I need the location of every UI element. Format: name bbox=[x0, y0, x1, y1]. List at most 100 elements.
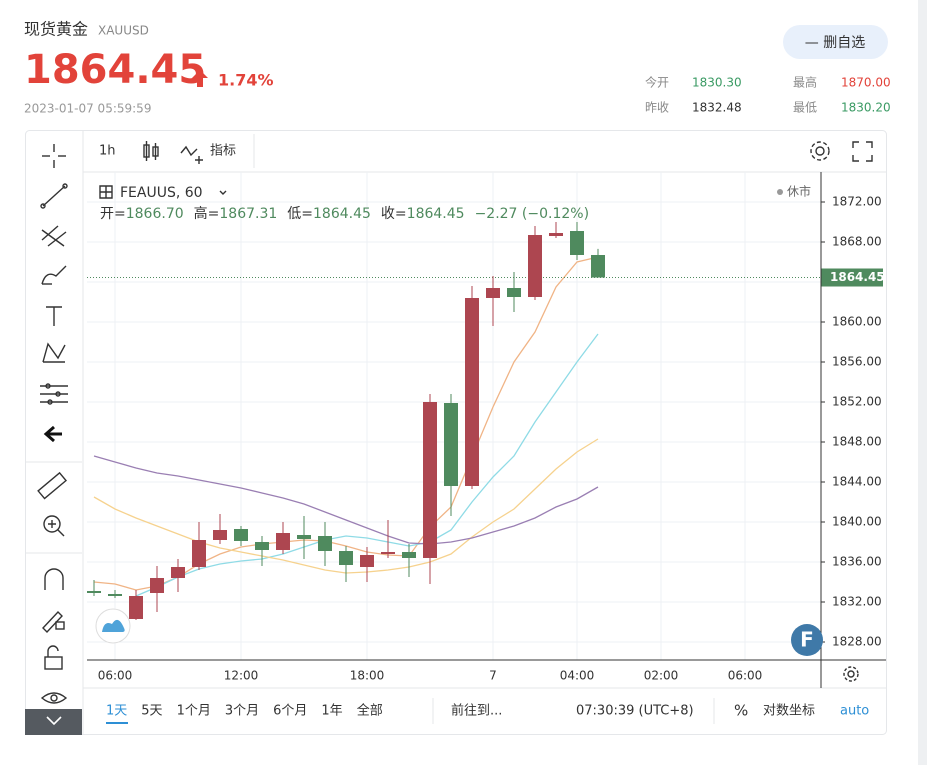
y-tick-label: 1868.00 bbox=[832, 235, 882, 249]
tool[interactable] bbox=[40, 383, 68, 405]
stat-label: 最低 bbox=[793, 101, 817, 115]
bottom-bar: 前往到... 07:30:39 (UTC+8) % 对数坐标 auto 1天 5天… bbox=[106, 698, 869, 724]
candle-body bbox=[360, 555, 374, 567]
candle-body bbox=[528, 235, 542, 297]
y-tick-label: 1848.00 bbox=[832, 435, 882, 449]
range-button[interactable]: 1年 bbox=[321, 704, 342, 719]
clock: 07:30:39 (UTC+8) bbox=[576, 704, 694, 719]
collapse-button[interactable] bbox=[25, 709, 82, 735]
candle-body bbox=[591, 255, 605, 278]
candle-body bbox=[570, 231, 584, 255]
moving-average bbox=[135, 333, 599, 597]
x-tick-label: 02:00 bbox=[644, 669, 679, 683]
x-tick-label: 7 bbox=[489, 669, 497, 683]
ohlc-value: 1864.45 bbox=[313, 206, 371, 222]
candle-body bbox=[444, 403, 458, 486]
ohlc-value: 1866.70 bbox=[126, 206, 184, 222]
brand-badge bbox=[791, 624, 823, 656]
ohlc-value: 1864.45 bbox=[407, 206, 465, 222]
candle-body bbox=[423, 402, 437, 558]
range-button[interactable]: 全部 bbox=[357, 703, 383, 719]
x-tick-label: 06:00 bbox=[98, 669, 133, 683]
candle-body bbox=[507, 288, 521, 297]
tool[interactable] bbox=[43, 515, 65, 537]
stat-label: 今开 bbox=[645, 75, 669, 90]
interval[interactable]: 1h bbox=[99, 144, 116, 159]
timestamp: 2023-01-07 05:59:59 bbox=[24, 102, 151, 116]
watch-button-label[interactable]: — 删自选 bbox=[805, 35, 865, 51]
tool[interactable] bbox=[42, 610, 65, 634]
range-button[interactable]: 6个月 bbox=[273, 704, 307, 719]
price: 1864.45 bbox=[24, 47, 206, 93]
symbol: XAUUSD bbox=[98, 24, 149, 38]
up-arrow bbox=[192, 70, 208, 87]
tool[interactable] bbox=[40, 692, 68, 704]
y-tick-label: 1872.00 bbox=[832, 195, 882, 209]
tool[interactable] bbox=[41, 225, 67, 247]
range-button[interactable]: 3个月 bbox=[225, 704, 259, 719]
drawing-tools bbox=[25, 144, 82, 735]
tool[interactable] bbox=[43, 425, 62, 443]
axis-settings[interactable] bbox=[843, 666, 859, 682]
ohlc-key: 收= bbox=[381, 206, 407, 222]
x-tick-label: 04:00 bbox=[560, 669, 595, 683]
market-status: 休市 bbox=[787, 184, 811, 199]
last-price-label: 1864.45 bbox=[830, 270, 885, 284]
candle-body bbox=[255, 542, 269, 550]
log-toggle[interactable]: 对数坐标 bbox=[763, 704, 815, 719]
candle-body bbox=[108, 594, 122, 596]
y-tick-label: 1832.00 bbox=[832, 595, 882, 609]
settings[interactable] bbox=[810, 141, 830, 161]
tool[interactable] bbox=[44, 568, 64, 590]
tool[interactable] bbox=[37, 471, 67, 500]
indicators[interactable]: 指标 bbox=[210, 144, 236, 159]
fullscreen[interactable] bbox=[852, 141, 873, 162]
candle-body bbox=[297, 535, 311, 539]
candle-body bbox=[339, 551, 353, 565]
x-tick-label: 12:00 bbox=[224, 669, 259, 683]
stat-label: 最高 bbox=[793, 75, 817, 90]
ohlc-key: 高= bbox=[194, 205, 220, 222]
candle-body bbox=[465, 298, 479, 486]
watch-button[interactable] bbox=[783, 25, 888, 59]
candle-body bbox=[192, 540, 206, 567]
candle-body bbox=[318, 536, 332, 551]
candle-body bbox=[381, 552, 395, 554]
y-tick-label: 1840.00 bbox=[832, 515, 882, 529]
stats: 今开 1830.30 最高 1870.00 昨收 1832.48 最低 1830.20 bbox=[645, 75, 891, 115]
indicator-icon bbox=[180, 145, 198, 157]
percent-toggle[interactable]: % bbox=[734, 702, 748, 720]
tool[interactable] bbox=[42, 342, 66, 363]
y-tick-label: 1836.00 bbox=[832, 555, 882, 569]
y-tick-label: 1856.00 bbox=[832, 355, 882, 369]
stat-value: 1830.20 bbox=[841, 101, 891, 115]
range-button[interactable]: 5天 bbox=[141, 704, 162, 719]
range-button[interactable]: 1天 bbox=[106, 704, 127, 719]
brand-letter: F bbox=[800, 628, 814, 652]
candle-body bbox=[87, 591, 101, 593]
ohlc-legend: 开= 1866.70 高= 1867.31 低= 1864.45 收= 1864.45 −2.2… bbox=[100, 205, 589, 222]
tool[interactable] bbox=[41, 265, 67, 285]
candle-body bbox=[234, 529, 248, 541]
tool[interactable] bbox=[40, 183, 68, 209]
legend-symbol[interactable]: FEAUUS, 60 bbox=[120, 185, 203, 201]
ohlc-key: 开= bbox=[100, 206, 126, 222]
goto[interactable]: 前往到... bbox=[451, 703, 502, 719]
tool[interactable] bbox=[44, 645, 63, 670]
candle-body bbox=[276, 533, 290, 550]
candle-body bbox=[129, 596, 143, 619]
stat-label: 昨收 bbox=[645, 101, 669, 115]
auto-toggle[interactable]: auto bbox=[840, 704, 869, 719]
last-price-tag bbox=[821, 268, 883, 287]
range-button[interactable]: 1个月 bbox=[177, 704, 211, 719]
y-tick-label: 1852.00 bbox=[832, 395, 882, 409]
chart-type[interactable] bbox=[143, 141, 159, 161]
y-tick-label: 1844.00 bbox=[832, 475, 882, 489]
candle-body bbox=[402, 552, 416, 558]
stat-value: 1870.00 bbox=[841, 76, 891, 90]
stat-value: 1830.30 bbox=[692, 76, 742, 90]
candle-body bbox=[150, 578, 164, 593]
candle-body bbox=[213, 530, 227, 540]
tool[interactable] bbox=[46, 306, 62, 326]
